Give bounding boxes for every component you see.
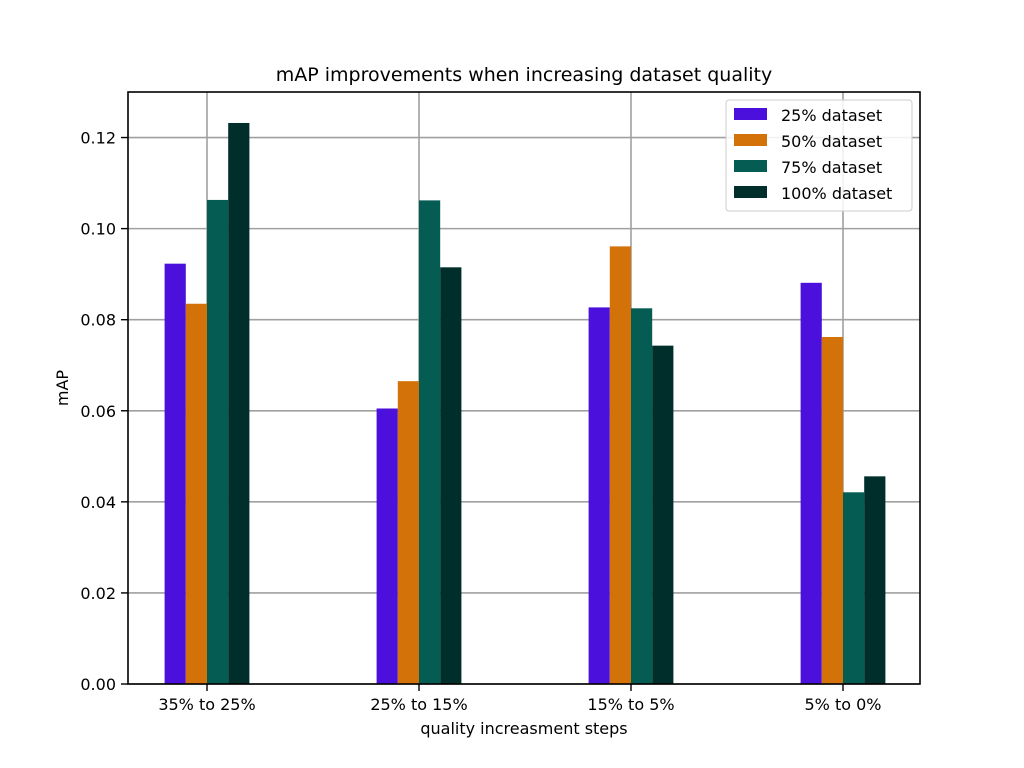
- y-tick-label: 0.04: [80, 493, 116, 512]
- legend-swatch-75: [734, 160, 767, 172]
- x-tick-label: 35% to 25%: [158, 695, 255, 714]
- bar: [864, 476, 886, 684]
- legend-swatch-25: [734, 108, 767, 120]
- bar: [821, 336, 843, 684]
- x-tick-label: 5% to 0%: [805, 695, 882, 714]
- bar: [419, 200, 441, 685]
- bar: [397, 381, 419, 684]
- bar: [631, 308, 653, 684]
- bar: [652, 345, 674, 684]
- legend-label-100: 100% dataset: [781, 184, 892, 203]
- bar: [440, 267, 462, 684]
- bar: [164, 263, 186, 684]
- legend-label-25: 25% dataset: [781, 106, 882, 125]
- bar: [185, 303, 207, 684]
- y-tick-label: 0.00: [80, 675, 116, 694]
- x-tick-label: 15% to 5%: [587, 695, 674, 714]
- y-axis-label: mAP: [53, 370, 72, 407]
- legend-box: [725, 99, 913, 212]
- bar: [588, 307, 610, 684]
- bar: [228, 122, 250, 684]
- bars: [164, 122, 886, 685]
- y-tick-label: 0.10: [80, 220, 116, 239]
- bar: [609, 246, 631, 685]
- bar: [207, 199, 229, 684]
- bar: [800, 282, 822, 684]
- x-axis-label: quality increasment steps: [420, 719, 627, 738]
- axes: [127, 91, 921, 685]
- y-tick-label: 0.06: [80, 402, 116, 421]
- x-tick-label: 25% to 15%: [370, 695, 467, 714]
- legend-label-50: 50% dataset: [781, 132, 882, 151]
- legend: 25% dataset 50% dataset 75% dataset 100%…: [725, 99, 913, 212]
- chart-title: mAP improvements when increasing dataset…: [276, 64, 772, 86]
- y-tick-label: 0.08: [80, 311, 116, 330]
- legend-label-75: 75% dataset: [781, 158, 882, 177]
- plot-frame: [127, 91, 921, 685]
- legend-swatch-100: [734, 186, 767, 198]
- y-tick-label: 0.02: [80, 584, 116, 603]
- bar: [843, 492, 865, 684]
- ticks: 0.00 0.02 0.04 0.06 0.08 0.10 0.12 35% to 25% 25…: [80, 129, 881, 714]
- y-tick-label: 0.12: [80, 129, 116, 148]
- legend-swatch-50: [734, 134, 767, 146]
- bar: [376, 408, 398, 684]
